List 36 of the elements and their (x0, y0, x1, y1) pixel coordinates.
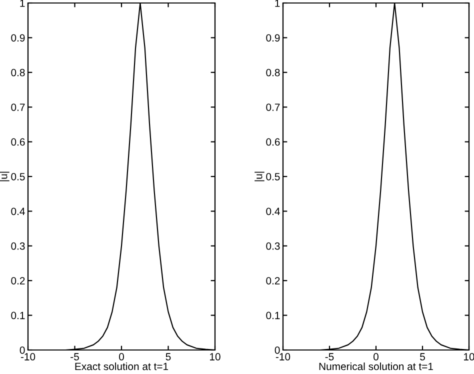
y-tick-label: 0.7 (266, 104, 280, 111)
y-axis-title: |u| (254, 172, 264, 182)
x-tick-label: 0 (374, 353, 378, 360)
y-tick-label: 0.2 (11, 277, 25, 284)
y-tick-label: 0.9 (11, 34, 25, 42)
x-tick-label: 0 (119, 353, 124, 360)
y-tick-label: 0.4 (11, 208, 25, 216)
y-tick-label: 0.9 (266, 34, 280, 42)
y-tick-label: 0.4 (266, 208, 280, 216)
x-tick-label: -5 (325, 353, 334, 360)
y-tick-label: 0.7 (11, 104, 25, 111)
x-tick-label: 5 (420, 353, 425, 360)
y-tick-label: 0.2 (266, 277, 280, 284)
y-tick-label: 0.6 (11, 138, 25, 146)
x-tick-label: -5 (70, 353, 79, 360)
x-tick-label: 10 (464, 353, 474, 360)
x-tick-label: -10 (20, 353, 36, 360)
y-tick-label: 0 (20, 346, 25, 354)
x-tick-label: -10 (276, 353, 290, 360)
y-tick-label: 0.5 (11, 173, 25, 180)
y-axis-title: |u| (0, 172, 10, 182)
y-tick-label: 1 (20, 0, 25, 7)
y-tick-label: 1 (275, 0, 280, 7)
y-tick-label: 0.8 (11, 68, 25, 76)
x-axis-title: Numerical solution at t=1 (319, 362, 433, 370)
y-tick-label: 0.8 (266, 68, 280, 76)
y-tick-label: 0.1 (11, 312, 25, 320)
y-tick-label: 0.1 (266, 312, 280, 320)
y-tick-label: 0.3 (11, 242, 25, 250)
x-axis-title: Exact solution at t=1 (75, 362, 168, 370)
y-tick-label: 0.3 (266, 242, 280, 250)
x-tick-label: 10 (210, 353, 220, 360)
x-tick-label: 5 (166, 353, 171, 360)
y-tick-label: 0.6 (266, 138, 280, 146)
y-tick-label: 0 (274, 346, 280, 354)
y-tick-label: 0.5 (266, 173, 280, 180)
